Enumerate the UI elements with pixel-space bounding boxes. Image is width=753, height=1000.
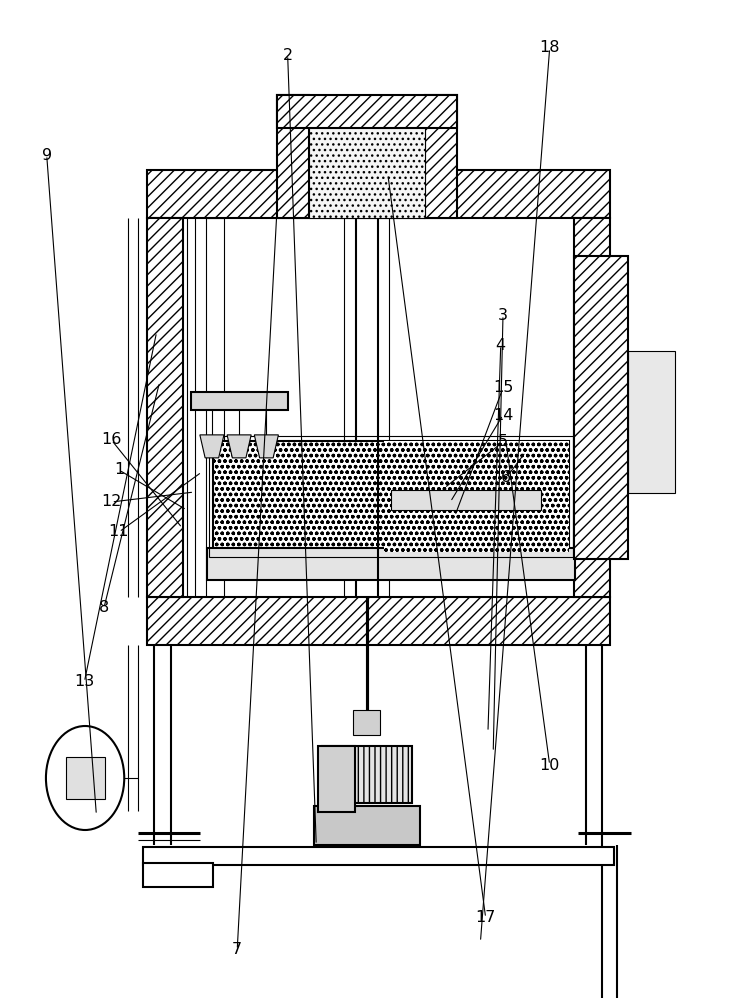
Bar: [309, 128, 425, 218]
Bar: [206, 218, 224, 597]
Text: 10: 10: [539, 758, 560, 772]
Text: 4: 4: [495, 338, 506, 353]
Text: 1: 1: [114, 462, 124, 478]
Text: 2: 2: [282, 47, 293, 62]
Bar: [143, 863, 212, 887]
Text: 16: 16: [101, 432, 122, 448]
Bar: [209, 436, 573, 557]
Text: 13: 13: [75, 674, 94, 690]
Text: 14: 14: [492, 408, 514, 422]
Bar: [574, 218, 610, 597]
Text: 3: 3: [498, 308, 508, 322]
Bar: [353, 710, 380, 734]
Text: 9: 9: [41, 147, 52, 162]
Bar: [425, 95, 457, 218]
Bar: [314, 806, 419, 844]
Bar: [384, 441, 569, 552]
Bar: [66, 757, 105, 799]
Text: 6: 6: [501, 471, 511, 486]
Bar: [147, 170, 610, 218]
Bar: [574, 256, 628, 559]
Bar: [191, 392, 288, 410]
Bar: [628, 351, 675, 493]
Bar: [207, 548, 575, 580]
Text: 17: 17: [475, 910, 496, 926]
Text: 5: 5: [498, 434, 508, 450]
Polygon shape: [200, 435, 224, 458]
Bar: [143, 847, 614, 865]
Text: 8: 8: [99, 600, 109, 615]
Text: 11: 11: [108, 524, 130, 540]
Bar: [276, 95, 457, 128]
Bar: [183, 218, 574, 597]
Bar: [147, 597, 610, 645]
Text: 15: 15: [492, 380, 514, 395]
Bar: [391, 490, 541, 510]
Bar: [318, 746, 355, 812]
Polygon shape: [227, 435, 252, 458]
Bar: [276, 95, 309, 218]
Bar: [213, 441, 569, 552]
Bar: [322, 746, 412, 803]
Polygon shape: [255, 435, 279, 458]
Text: 12: 12: [101, 494, 122, 510]
Bar: [147, 218, 183, 597]
Text: 18: 18: [539, 40, 560, 55]
Text: 7: 7: [232, 942, 242, 958]
